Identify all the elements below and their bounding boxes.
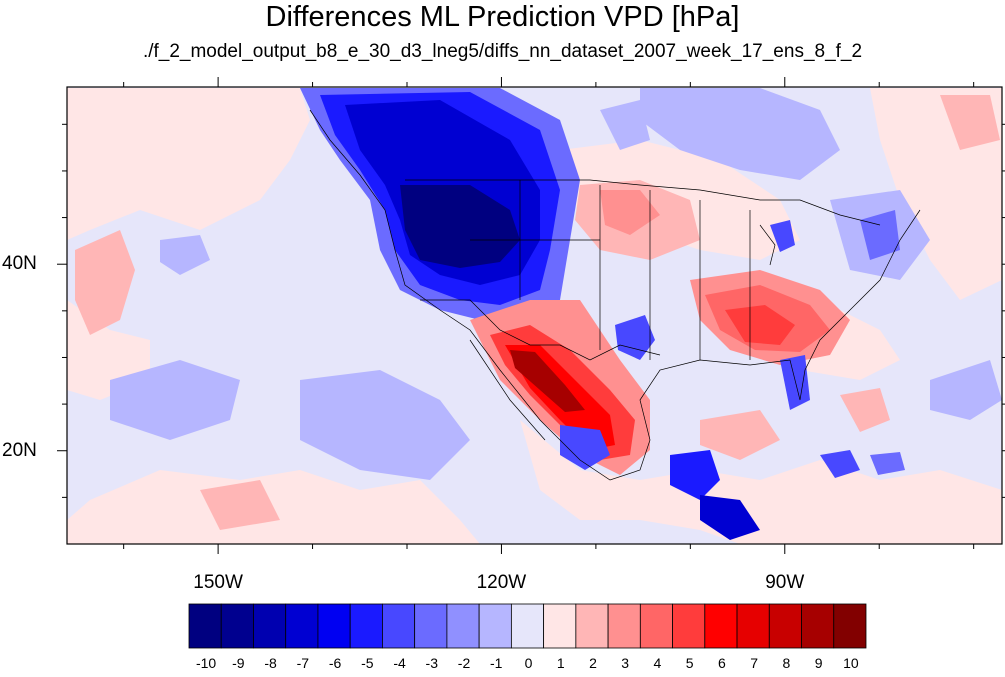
colorbar-label: 7 [750, 655, 759, 671]
colorbar-swatch [478, 603, 512, 649]
colorbar-label: -1 [490, 655, 503, 671]
colorbar-swatch [736, 603, 770, 649]
colorbar-label: 8 [782, 655, 791, 671]
colorbar-label: 4 [653, 655, 662, 671]
colorbar-swatch [543, 603, 577, 649]
map-field [67, 87, 1002, 544]
colorbar-label: -5 [361, 655, 374, 671]
colorbar-label: 3 [621, 655, 630, 671]
colorbar-label: 2 [589, 655, 597, 671]
lat-tick-label: 20N [2, 439, 37, 461]
colorbar-swatch [446, 603, 480, 649]
colorbar-label: -9 [232, 655, 245, 671]
colorbar-swatch [253, 603, 287, 649]
colorbar-swatch [382, 603, 416, 649]
colorbar-swatch [317, 603, 351, 649]
colorbar-swatch [704, 603, 738, 649]
chart-title: Differences ML Prediction VPD [hPa] [265, 1, 740, 33]
field-west-negative [300, 88, 900, 360]
colorbar-swatch [607, 603, 641, 649]
field-positive [75, 95, 1000, 530]
colorbar-swatch [575, 603, 609, 649]
colorbar-label: 1 [556, 655, 565, 671]
colorbar-swatch [639, 603, 673, 649]
colorbar-swatch [285, 603, 319, 649]
colorbar-swatch [220, 603, 254, 649]
colorbar [188, 603, 867, 649]
chart-subtitle: ./f_2_model_output_b8_e_30_d3_lneg5/diff… [142, 41, 863, 62]
colorbar-label: -7 [296, 655, 310, 671]
colorbar-swatch [510, 603, 545, 649]
colorbar-label: -8 [264, 655, 277, 671]
colorbar-label: -6 [328, 655, 342, 671]
colorbar-swatch [672, 603, 706, 649]
colorbar-swatch [414, 603, 448, 649]
lon-tick-label: 150W [193, 572, 243, 593]
colorbar-label: 0 [524, 655, 533, 671]
lon-tick-label: 120W [476, 572, 527, 593]
coastlines [309, 109, 921, 481]
lon-tick-label: 90W [765, 572, 805, 593]
colorbar-label: -3 [425, 655, 438, 671]
colorbar-swatch [833, 603, 867, 649]
lat-tick-label: 40N [2, 253, 37, 275]
map-frame [66, 86, 1003, 545]
colorbar-label: -2 [457, 655, 471, 671]
colorbar-swatch [188, 603, 222, 649]
colorbar-label: -10 [195, 655, 217, 671]
colorbar-label: -4 [393, 655, 406, 671]
colorbar-label: 6 [718, 655, 726, 671]
colorbar-swatch [801, 603, 835, 649]
field-caribbean-negative [560, 355, 905, 540]
field-blue-2 [110, 88, 1002, 480]
colorbar-swatch [349, 603, 383, 649]
colorbar-label: 5 [685, 655, 694, 671]
colorbar-label: 10 [843, 655, 859, 671]
colorbar-label: 9 [814, 655, 823, 671]
colorbar-swatch [768, 603, 802, 649]
